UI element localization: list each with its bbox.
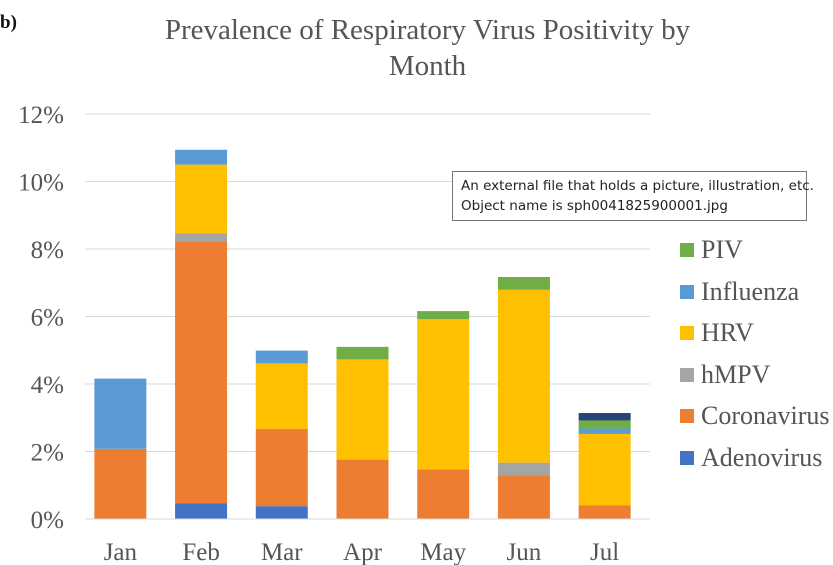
piv-bar-jul [578,420,631,429]
coronavirus-bar-feb [175,241,228,504]
coronavirus-bar-jul [578,505,631,519]
legend-label-hmpv: hMPV [701,359,771,389]
hrv-bar-mar [255,363,308,429]
coronavirus-bar-mar [255,428,308,507]
legend-swatch-piv [680,243,694,257]
influenza-bar-mar [255,350,308,364]
legend-label-piv: PIV [701,235,743,264]
coronavirus-bar-jun [497,475,550,519]
chart-title: Prevalence of Respiratory Virus Positivi… [100,12,755,84]
legend-swatch-adenovirus [680,450,694,465]
y-tick-label: 10% [18,170,64,197]
y-tick-label: 2% [31,440,64,467]
y-tick-label: 0% [31,507,64,534]
adenovirus-bar-mar [255,506,308,519]
coronavirus-bar-may [417,469,470,519]
image-alt-text-tooltip: An external file that holds a picture, i… [452,171,814,221]
x-tick-label-may: May [420,539,466,565]
coronavirus-bar-apr [336,459,389,519]
legend-swatch-coronavirus [680,409,694,423]
piv-bar-apr [336,346,389,360]
y-tick-label: 12% [18,102,64,129]
x-tick-label-mar: Mar [261,539,303,565]
influenza-bar-jul [578,428,631,434]
tooltip-line-2: Object name is sph0041825900001.jpg [461,198,728,214]
x-tick-label-feb: Feb [182,539,220,565]
legend-label-influenza: Influenza [701,276,800,306]
influenza-bar-jan [94,378,147,449]
legend-swatch-influenza [680,284,694,299]
hrv-bar-feb [175,164,228,234]
hrv-bar-apr [336,359,389,460]
x-tick-label-jun: Jun [507,539,542,565]
legend-label-hrv: HRV [701,318,754,347]
hrv-bar-jun [497,289,550,463]
y-tick-label: 8% [31,237,64,264]
coronavirus-bar-jan [94,448,147,519]
hrv-bar-jul [578,433,631,506]
y-tick-label: 4% [31,372,64,399]
panel-label: b) [0,12,17,33]
legend-swatch-hmpv [680,367,694,382]
hmpv-bar-jun [497,462,550,476]
chart-title-line-1: Prevalence of Respiratory Virus Positivi… [164,14,691,46]
other-bar-jul [578,413,631,421]
influenza-bar-feb [175,149,228,165]
hmpv-bar-feb [175,233,228,242]
x-tick-label-apr: Apr [343,539,383,565]
legend-label-coronavirus: Coronavirus [701,401,830,430]
piv-bar-jun [497,277,550,290]
y-tick-label: 6% [31,305,64,332]
chart-title-line-2: Month [388,50,467,82]
adenovirus-bar-feb [175,503,228,519]
x-tick-label-jul: Jul [590,539,619,565]
tooltip-line-1: An external file that holds a picture, i… [461,178,814,194]
piv-bar-may [417,311,470,320]
x-tick-label-jan: Jan [104,539,138,565]
hrv-bar-may [417,319,470,470]
legend-swatch-hrv [680,326,694,340]
legend-label-adenovirus: Adenovirus [701,442,823,472]
